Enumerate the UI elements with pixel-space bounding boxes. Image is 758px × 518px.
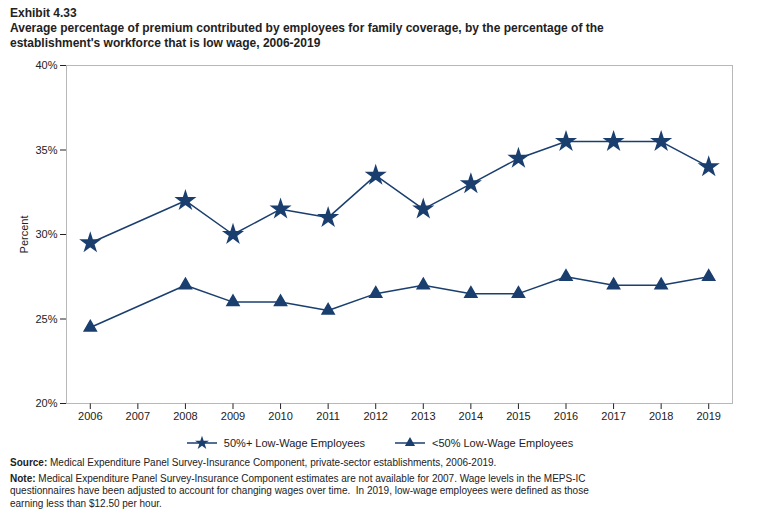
svg-text:2014: 2014: [459, 410, 483, 422]
svg-text:2007: 2007: [126, 410, 150, 422]
svg-text:30%: 30%: [35, 228, 57, 240]
svg-text:2009: 2009: [221, 410, 245, 422]
svg-text:2012: 2012: [363, 410, 387, 422]
svg-text:2018: 2018: [649, 410, 673, 422]
svg-text:Percent: Percent: [18, 216, 30, 254]
html-text:Exhibit 4.33: Exhibit 4.33: [10, 6, 77, 20]
svg-text:2015: 2015: [506, 410, 530, 422]
svg-text:2006: 2006: [78, 410, 102, 422]
svg-text:2017: 2017: [601, 410, 625, 422]
svg-text:2019: 2019: [696, 410, 720, 422]
html-text:Average percentage of premium: Average percentage of premium contribute…: [10, 21, 604, 50]
html-text:Note: Medical Expenditure Pane: Note: Medical Expenditure Panel Survey-I…: [10, 472, 589, 509]
svg-text:20%: 20%: [35, 397, 57, 409]
svg-text:25%: 25%: [35, 313, 57, 325]
svg-text:2016: 2016: [554, 410, 578, 422]
svg-text:2011: 2011: [316, 410, 340, 422]
svg-text:40%: 40%: [35, 59, 57, 71]
svg-text:2010: 2010: [268, 410, 292, 422]
html-text:Source: Medical Expenditure Pa: Source: Medical Expenditure Panel Survey…: [10, 457, 497, 468]
html-text:50%+ Low-Wage Employees: 50%+ Low-Wage Employees: [223, 437, 365, 449]
html-text:<50% Low-Wage Employees: <50% Low-Wage Employees: [432, 437, 574, 449]
svg-text:2013: 2013: [411, 410, 435, 422]
svg-text:2008: 2008: [173, 410, 197, 422]
svg-text:35%: 35%: [35, 144, 57, 156]
